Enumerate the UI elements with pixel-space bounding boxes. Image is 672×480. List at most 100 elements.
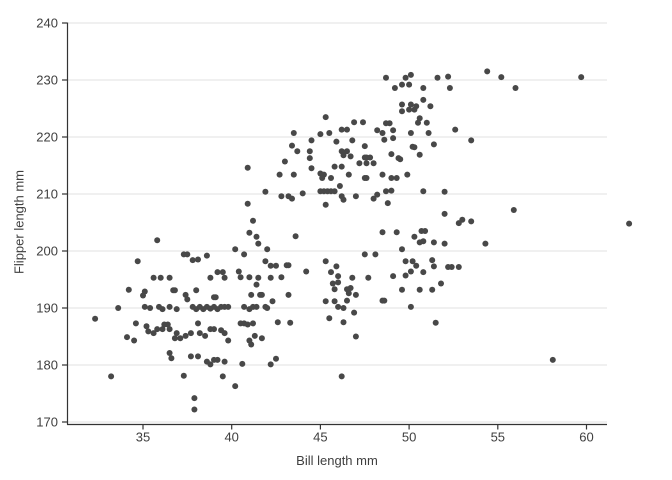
x-axis-title-text: Bill length mm: [296, 453, 378, 468]
data-point: [345, 290, 352, 297]
data-point: [338, 373, 345, 380]
data-point: [232, 383, 239, 390]
data-point: [267, 274, 274, 281]
data-point: [157, 274, 164, 281]
data-point: [235, 268, 242, 275]
data-point: [448, 264, 455, 270]
data-point: [420, 96, 427, 103]
data-point: [258, 291, 265, 298]
data-point: [250, 320, 256, 327]
data-point: [420, 238, 427, 245]
data-point: [411, 106, 418, 113]
data-point: [331, 188, 338, 195]
data-point: [322, 201, 329, 208]
data-point: [289, 142, 295, 149]
data-point: [427, 103, 434, 110]
data-point: [438, 280, 444, 287]
data-point: [407, 71, 414, 78]
data-point: [246, 274, 253, 281]
data-point: [390, 135, 397, 142]
data-point: [184, 251, 191, 258]
data-point: [399, 81, 405, 88]
data-point: [360, 119, 366, 126]
data-point: [331, 298, 338, 305]
data-point: [347, 285, 354, 291]
data-point: [326, 130, 333, 136]
data-point: [171, 287, 178, 294]
data-point: [322, 298, 329, 305]
data-point: [147, 305, 154, 311]
data-point: [164, 321, 171, 328]
data-point: [322, 258, 329, 265]
data-point: [512, 85, 519, 91]
y-axis-title-text: Flipper length mm: [11, 169, 27, 275]
data-point: [322, 114, 329, 121]
y-tick-label: 200: [36, 244, 58, 259]
data-point: [246, 229, 253, 236]
data-point: [379, 229, 386, 236]
data-point: [131, 337, 138, 344]
data-point: [241, 303, 248, 310]
data-point: [202, 332, 209, 339]
data-point: [420, 85, 427, 91]
data-point: [432, 319, 439, 326]
data-point: [267, 262, 274, 269]
data-point: [372, 251, 379, 258]
data-point: [399, 286, 405, 293]
data-point: [207, 361, 214, 368]
data-point: [274, 319, 281, 326]
data-point: [388, 187, 395, 194]
data-point: [374, 127, 381, 134]
data-point: [361, 251, 368, 258]
data-point: [407, 268, 414, 275]
data-point: [383, 188, 389, 195]
data-point: [269, 298, 276, 305]
data-point: [379, 171, 386, 178]
data-point: [306, 148, 313, 155]
data-point: [221, 274, 228, 281]
data-point: [406, 81, 413, 88]
data-point: [306, 155, 313, 162]
data-point: [383, 74, 389, 81]
data-point: [404, 171, 411, 178]
data-point: [285, 291, 292, 298]
data-point: [344, 148, 350, 155]
data-point: [219, 269, 226, 276]
data-point: [166, 303, 173, 310]
data-point: [455, 264, 462, 270]
data-point: [132, 320, 139, 327]
data-point: [182, 332, 189, 339]
data-point: [299, 190, 306, 197]
data-point: [363, 160, 370, 167]
x-tick-label: 50: [402, 430, 416, 445]
data-point: [578, 74, 585, 81]
data-point: [397, 156, 404, 163]
data-point: [333, 138, 340, 145]
data-point: [344, 297, 350, 304]
data-point: [367, 154, 374, 161]
data-point: [402, 258, 409, 265]
data-point: [187, 330, 194, 337]
data-point: [92, 315, 99, 322]
data-point: [143, 323, 150, 330]
data-point: [225, 303, 232, 310]
data-point: [248, 291, 255, 298]
data-point: [150, 330, 157, 337]
data-point: [344, 126, 350, 133]
data-point: [416, 286, 423, 293]
data-point: [329, 280, 336, 287]
data-point: [180, 372, 187, 379]
x-tick-label: 55: [491, 430, 505, 445]
data-point: [264, 246, 271, 253]
data-point: [290, 171, 297, 178]
data-point: [237, 274, 244, 281]
data-point: [393, 229, 400, 236]
data-point: [407, 101, 414, 108]
data-point: [287, 319, 294, 326]
data-point: [352, 291, 359, 298]
data-point: [381, 297, 388, 304]
data-point: [255, 240, 262, 247]
y-tick-label: 240: [36, 16, 58, 31]
